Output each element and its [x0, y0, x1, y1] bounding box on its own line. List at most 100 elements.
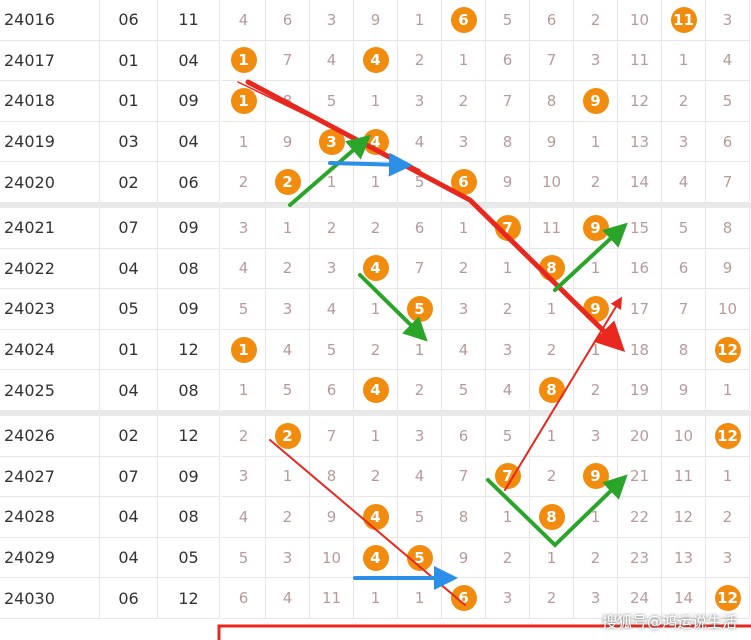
- hit-ball: 1: [230, 336, 257, 363]
- miss-count: 3: [442, 121, 486, 163]
- hit-ball: 8: [538, 503, 565, 530]
- hit-cell: 5: [398, 537, 442, 579]
- hit-cell: 5: [398, 289, 442, 330]
- miss-count: 5: [486, 0, 530, 41]
- miss-count: 10: [310, 537, 354, 579]
- issue: 24024: [0, 329, 100, 371]
- miss-count: 1: [398, 0, 442, 41]
- hit-ball: 7: [494, 463, 521, 490]
- issue: 24027: [0, 456, 100, 498]
- miss-count: 7: [442, 456, 486, 498]
- draw-number: 06: [100, 578, 158, 619]
- miss-count: 2: [266, 497, 310, 538]
- miss-count: 3: [398, 416, 442, 457]
- miss-count: 6: [706, 121, 750, 163]
- miss-count: 6: [310, 370, 354, 411]
- miss-count: 4: [398, 456, 442, 498]
- issue: 24025: [0, 370, 100, 411]
- miss-count: 1: [574, 248, 618, 290]
- miss-count: 1: [266, 456, 310, 498]
- miss-count: 5: [310, 81, 354, 122]
- miss-count: 12: [662, 497, 706, 538]
- miss-count: 2: [574, 537, 618, 579]
- miss-count: 1: [486, 497, 530, 538]
- hit-cell: 9: [574, 289, 618, 330]
- draw-number: 04: [100, 497, 158, 538]
- miss-count: 7: [706, 162, 750, 203]
- draw-number: 12: [158, 578, 220, 619]
- hit-cell: 4: [354, 537, 398, 579]
- miss-count: 2: [222, 416, 266, 457]
- miss-count: 14: [662, 578, 706, 619]
- miss-count: 5: [706, 81, 750, 122]
- miss-count: 1: [486, 248, 530, 290]
- draw-number: 05: [100, 289, 158, 330]
- miss-count: 24: [618, 578, 662, 619]
- miss-count: 5: [442, 370, 486, 411]
- miss-count: 4: [266, 329, 310, 371]
- miss-count: 2: [662, 81, 706, 122]
- miss-count: 10: [662, 416, 706, 457]
- draw-number: 12: [158, 329, 220, 371]
- miss-count: 8: [310, 456, 354, 498]
- miss-count: 1: [398, 578, 442, 619]
- draw-number: 01: [100, 40, 158, 82]
- hit-cell: 4: [354, 497, 398, 538]
- miss-count: 9: [354, 0, 398, 41]
- miss-count: 3: [574, 578, 618, 619]
- miss-count: 2: [354, 208, 398, 249]
- miss-count: 3: [706, 0, 750, 41]
- miss-count: 4: [310, 40, 354, 82]
- miss-count: 4: [222, 248, 266, 290]
- miss-count: 12: [618, 81, 662, 122]
- hit-cell: 8: [530, 370, 574, 411]
- hit-ball: 4: [362, 255, 389, 282]
- issue: 24026: [0, 416, 100, 457]
- hit-cell: 6: [442, 162, 486, 203]
- miss-count: 2: [354, 456, 398, 498]
- hit-cell: 11: [662, 0, 706, 41]
- miss-count: 3: [398, 81, 442, 122]
- hit-cell: 3: [310, 121, 354, 163]
- miss-count: 3: [310, 248, 354, 290]
- hit-cell: 12: [706, 416, 750, 457]
- issue: 24029: [0, 537, 100, 579]
- miss-count: 9: [442, 537, 486, 579]
- miss-count: 4: [486, 370, 530, 411]
- miss-count: 7: [530, 40, 574, 82]
- miss-count: 1: [354, 578, 398, 619]
- hit-ball: 5: [406, 295, 433, 322]
- issue: 24016: [0, 0, 100, 41]
- miss-count: 2: [310, 208, 354, 249]
- miss-count: 6: [486, 40, 530, 82]
- miss-count: 11: [310, 578, 354, 619]
- miss-count: 6: [266, 0, 310, 41]
- miss-count: 6: [530, 0, 574, 41]
- draw-number: 01: [100, 81, 158, 122]
- miss-count: 8: [266, 81, 310, 122]
- miss-count: 1: [706, 456, 750, 498]
- draw-number: 11: [158, 0, 220, 41]
- hit-ball: 1: [230, 47, 257, 74]
- hit-ball: 5: [406, 544, 433, 571]
- miss-count: 6: [222, 578, 266, 619]
- miss-count: 14: [618, 162, 662, 203]
- miss-count: 5: [662, 208, 706, 249]
- miss-count: 1: [530, 537, 574, 579]
- miss-count: 3: [486, 329, 530, 371]
- issue: 24030: [0, 578, 100, 619]
- miss-count: 10: [618, 0, 662, 41]
- hit-ball: 2: [274, 422, 301, 449]
- hit-cell: 6: [442, 578, 486, 619]
- hit-cell: 9: [574, 456, 618, 498]
- miss-count: 18: [618, 329, 662, 371]
- miss-count: 1: [354, 162, 398, 203]
- miss-count: 3: [706, 537, 750, 579]
- issue: 24017: [0, 40, 100, 82]
- miss-count: 2: [354, 329, 398, 371]
- miss-count: 2: [398, 370, 442, 411]
- miss-count: 4: [662, 162, 706, 203]
- miss-count: 10: [530, 162, 574, 203]
- miss-count: 2: [442, 248, 486, 290]
- draw-number: 04: [100, 537, 158, 579]
